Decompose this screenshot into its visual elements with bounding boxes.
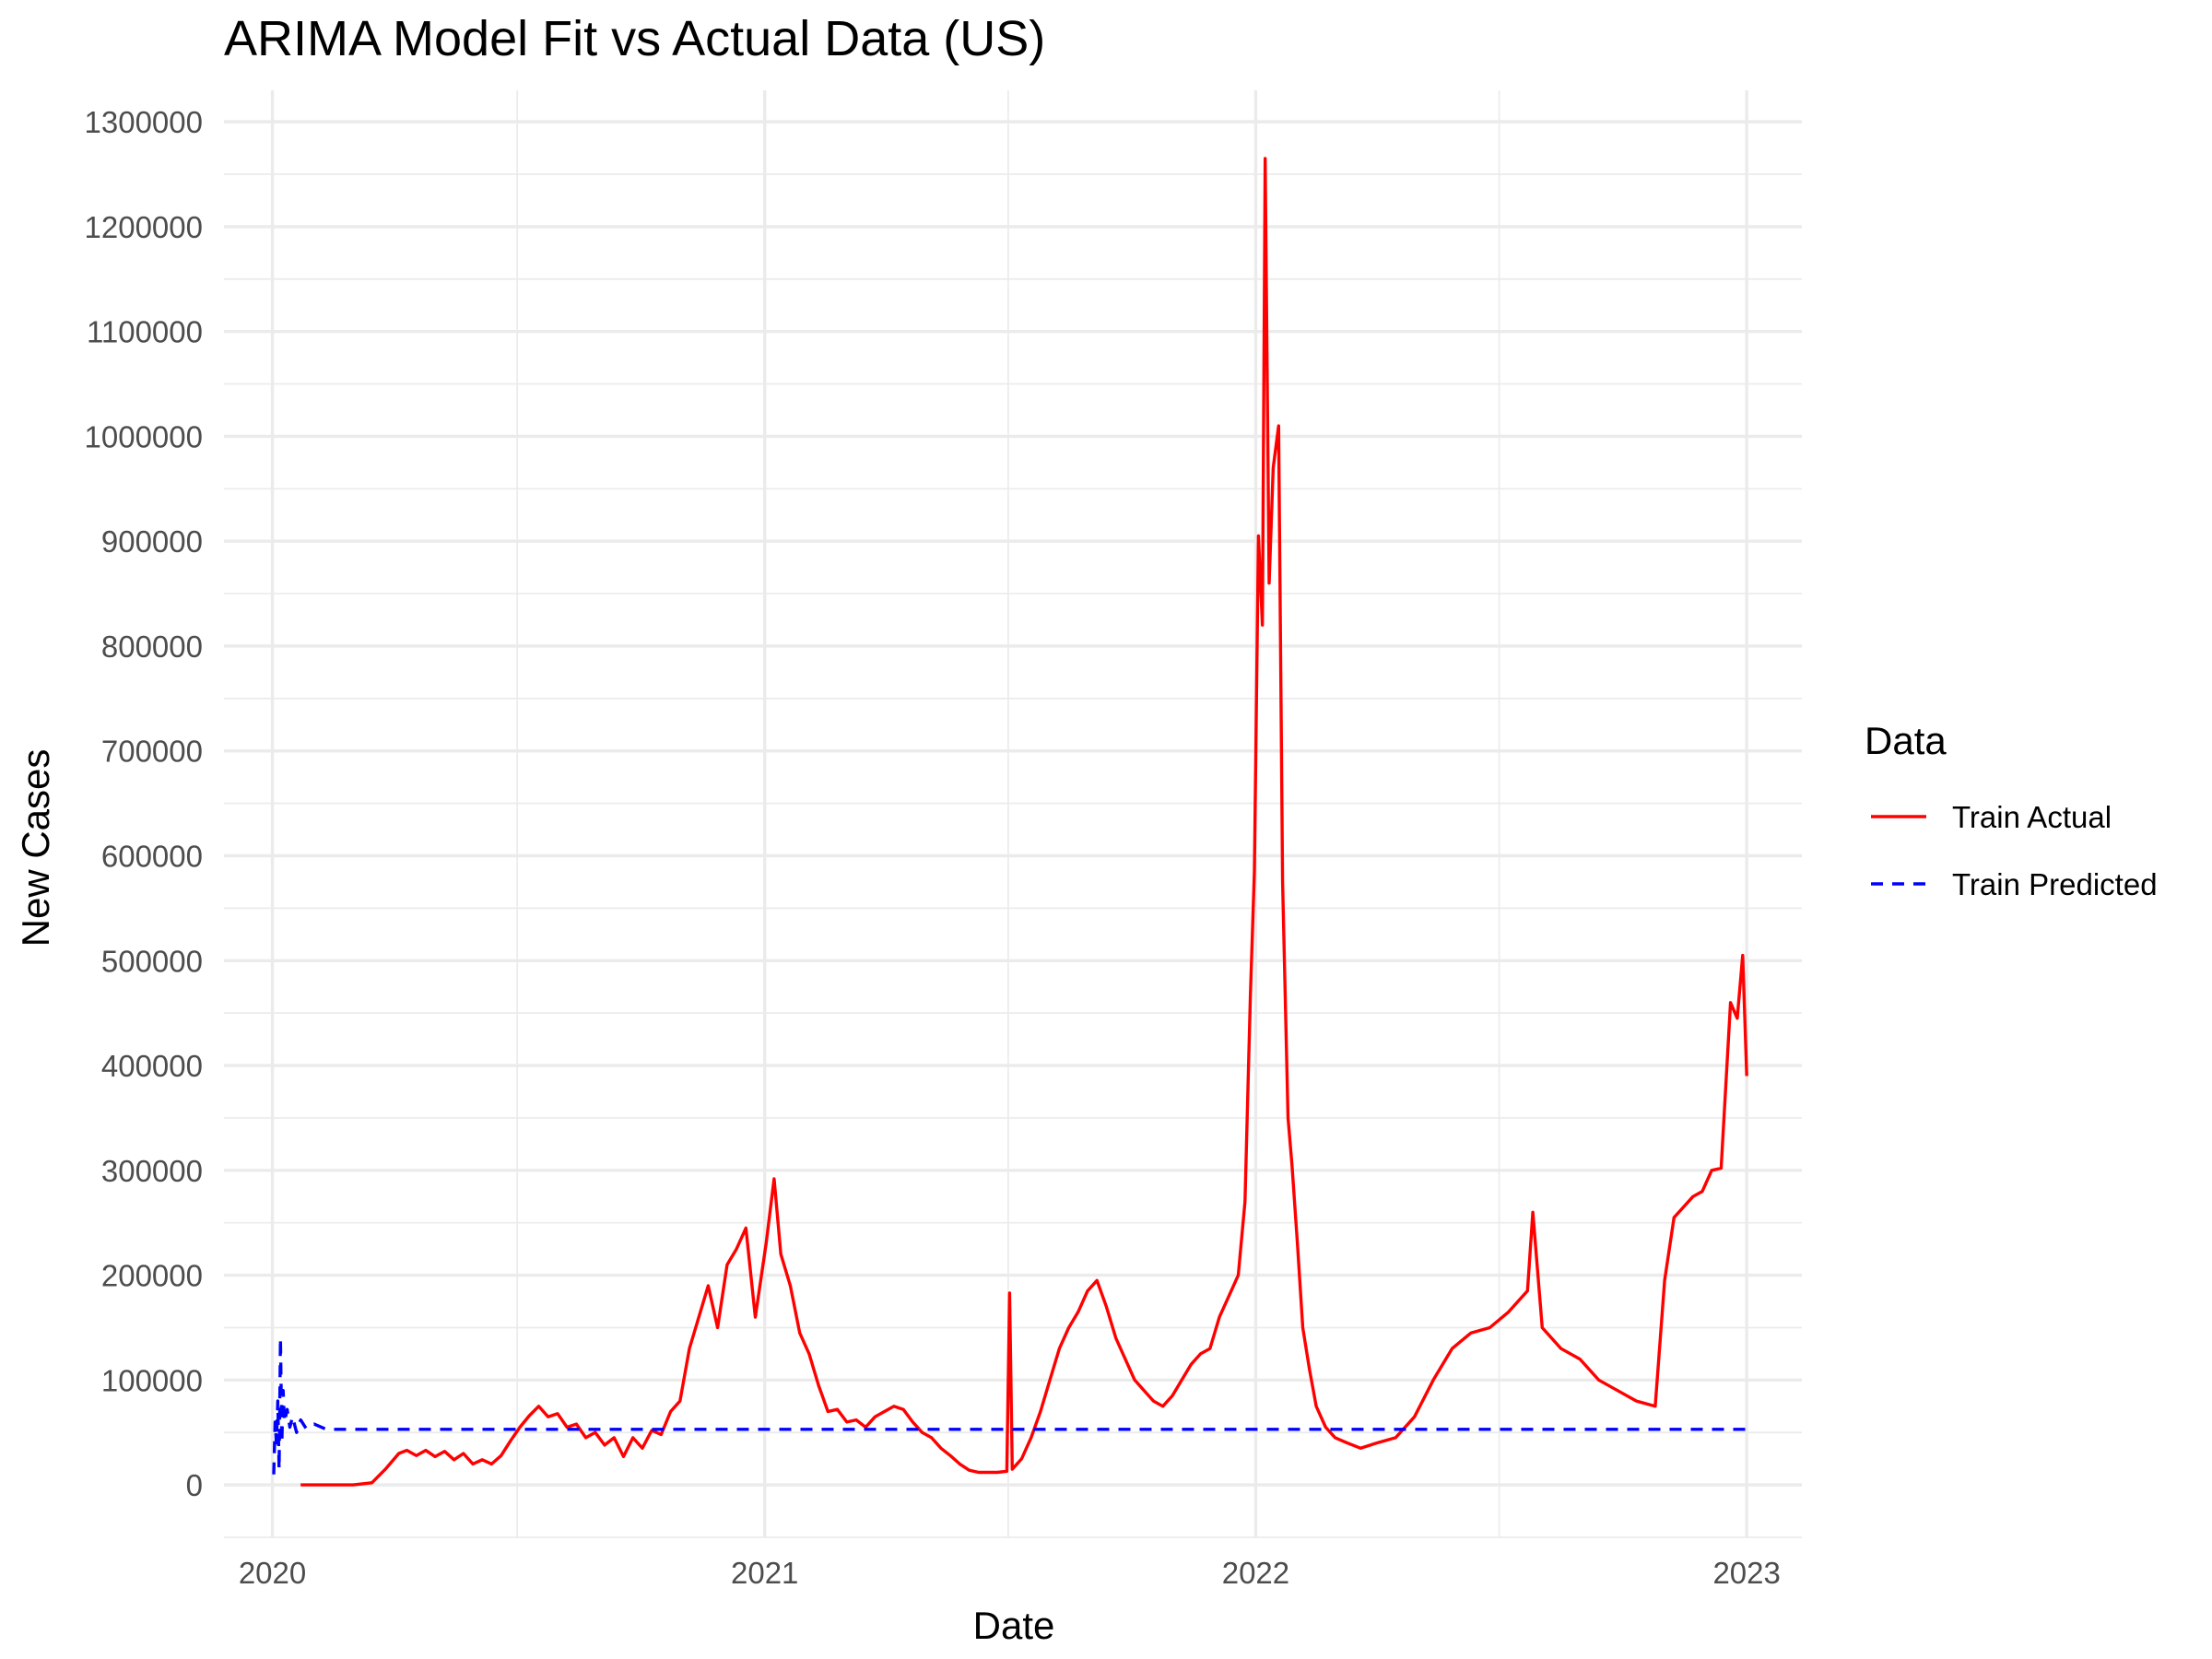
- series-line-train-actual: [300, 157, 1748, 1487]
- legend-label: Train Predicted: [1952, 867, 2158, 901]
- series-layer: [272, 157, 1748, 1487]
- legend-label: Train Actual: [1952, 800, 2112, 834]
- y-axis-title: New Cases: [14, 749, 57, 947]
- series-line-train-predicted: [272, 1336, 1747, 1475]
- y-tick-label: 0: [186, 1468, 203, 1502]
- y-tick-label: 1300000: [85, 105, 203, 139]
- y-tick-label: 1200000: [85, 210, 203, 244]
- y-tick-label: 1000000: [85, 419, 203, 453]
- y-tick-label: 200000: [101, 1259, 203, 1293]
- y-tick-label: 600000: [101, 840, 203, 874]
- y-tick-label: 1100000: [87, 315, 203, 349]
- x-axis-title: Date: [973, 1604, 1055, 1647]
- x-tick-label: 2021: [731, 1556, 798, 1590]
- legend-title: Data: [1865, 719, 1947, 762]
- y-tick-label: 500000: [101, 944, 203, 978]
- x-tick-label: 2020: [239, 1556, 306, 1590]
- y-tick-label: 100000: [101, 1363, 203, 1397]
- y-tick-label: 800000: [101, 629, 203, 664]
- y-tick-label: 300000: [101, 1154, 203, 1188]
- y-tick-label: 900000: [101, 524, 203, 559]
- x-tick-labels: 2020 2021 2022 2023: [239, 1556, 1781, 1590]
- grid: [224, 90, 1802, 1538]
- y-tick-label: 400000: [101, 1049, 203, 1083]
- x-tick-label: 2022: [1222, 1556, 1289, 1590]
- x-tick-label: 2023: [1712, 1556, 1780, 1590]
- legend: Data Train Actual Train Predicted: [1865, 719, 2158, 901]
- y-tick-label: 700000: [101, 735, 203, 769]
- y-tick-labels: 0 100000 200000 300000 400000 500000 600000 700…: [85, 105, 203, 1502]
- chart-title: ARIMA Model Fit vs Actual Data (US): [224, 11, 1045, 66]
- legend-items: Train Actual Train Predicted: [1871, 800, 2158, 901]
